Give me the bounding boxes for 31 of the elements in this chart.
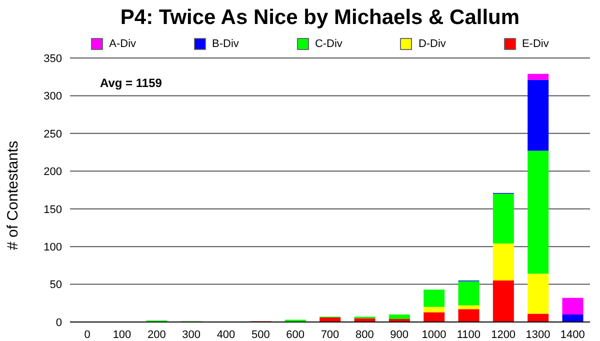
x-tick-label: 0 [84,328,90,341]
x-tick-label: 600 [286,328,305,341]
x-tick-label: 500 [251,328,270,341]
x-tick-label: 1000 [422,328,446,341]
x-tick-label: 800 [355,328,374,341]
x-tick-label: 400 [216,328,236,341]
y-tick-label: 300 [44,90,62,103]
x-tick-label: 700 [320,328,340,341]
y-tick-label: 150 [44,204,62,216]
y-tick-label: 350 [44,52,62,65]
x-tick-label: 900 [390,328,409,341]
y-tick-label: 250 [44,128,62,140]
y-tick-label: 100 [44,241,62,254]
legend-label: A-Div [109,38,136,50]
y-tick-label: 0 [56,316,62,329]
x-tick-label: 100 [112,328,132,341]
y-axis-title: # of Contestants [4,140,22,250]
legend-label: B-Div [212,38,239,50]
chart-title: P4: Twice As Nice by Michaels & Callum [119,5,521,31]
x-tick-label: 1400 [560,328,585,341]
legend-label: C-Div [314,38,342,50]
x-tick-label: 1100 [456,328,480,341]
x-tick-label: 300 [182,328,201,341]
legend-label: D-Div [418,38,446,50]
x-tick-label: 200 [147,328,166,341]
x-tick-label: 1200 [491,328,516,341]
legend-label: E-Div [522,38,549,50]
y-tick-label: 200 [44,166,62,178]
x-tick-label: 1300 [526,328,550,341]
y-tick-label: 50 [50,279,62,292]
annotation: Avg = 1159 [100,76,162,90]
